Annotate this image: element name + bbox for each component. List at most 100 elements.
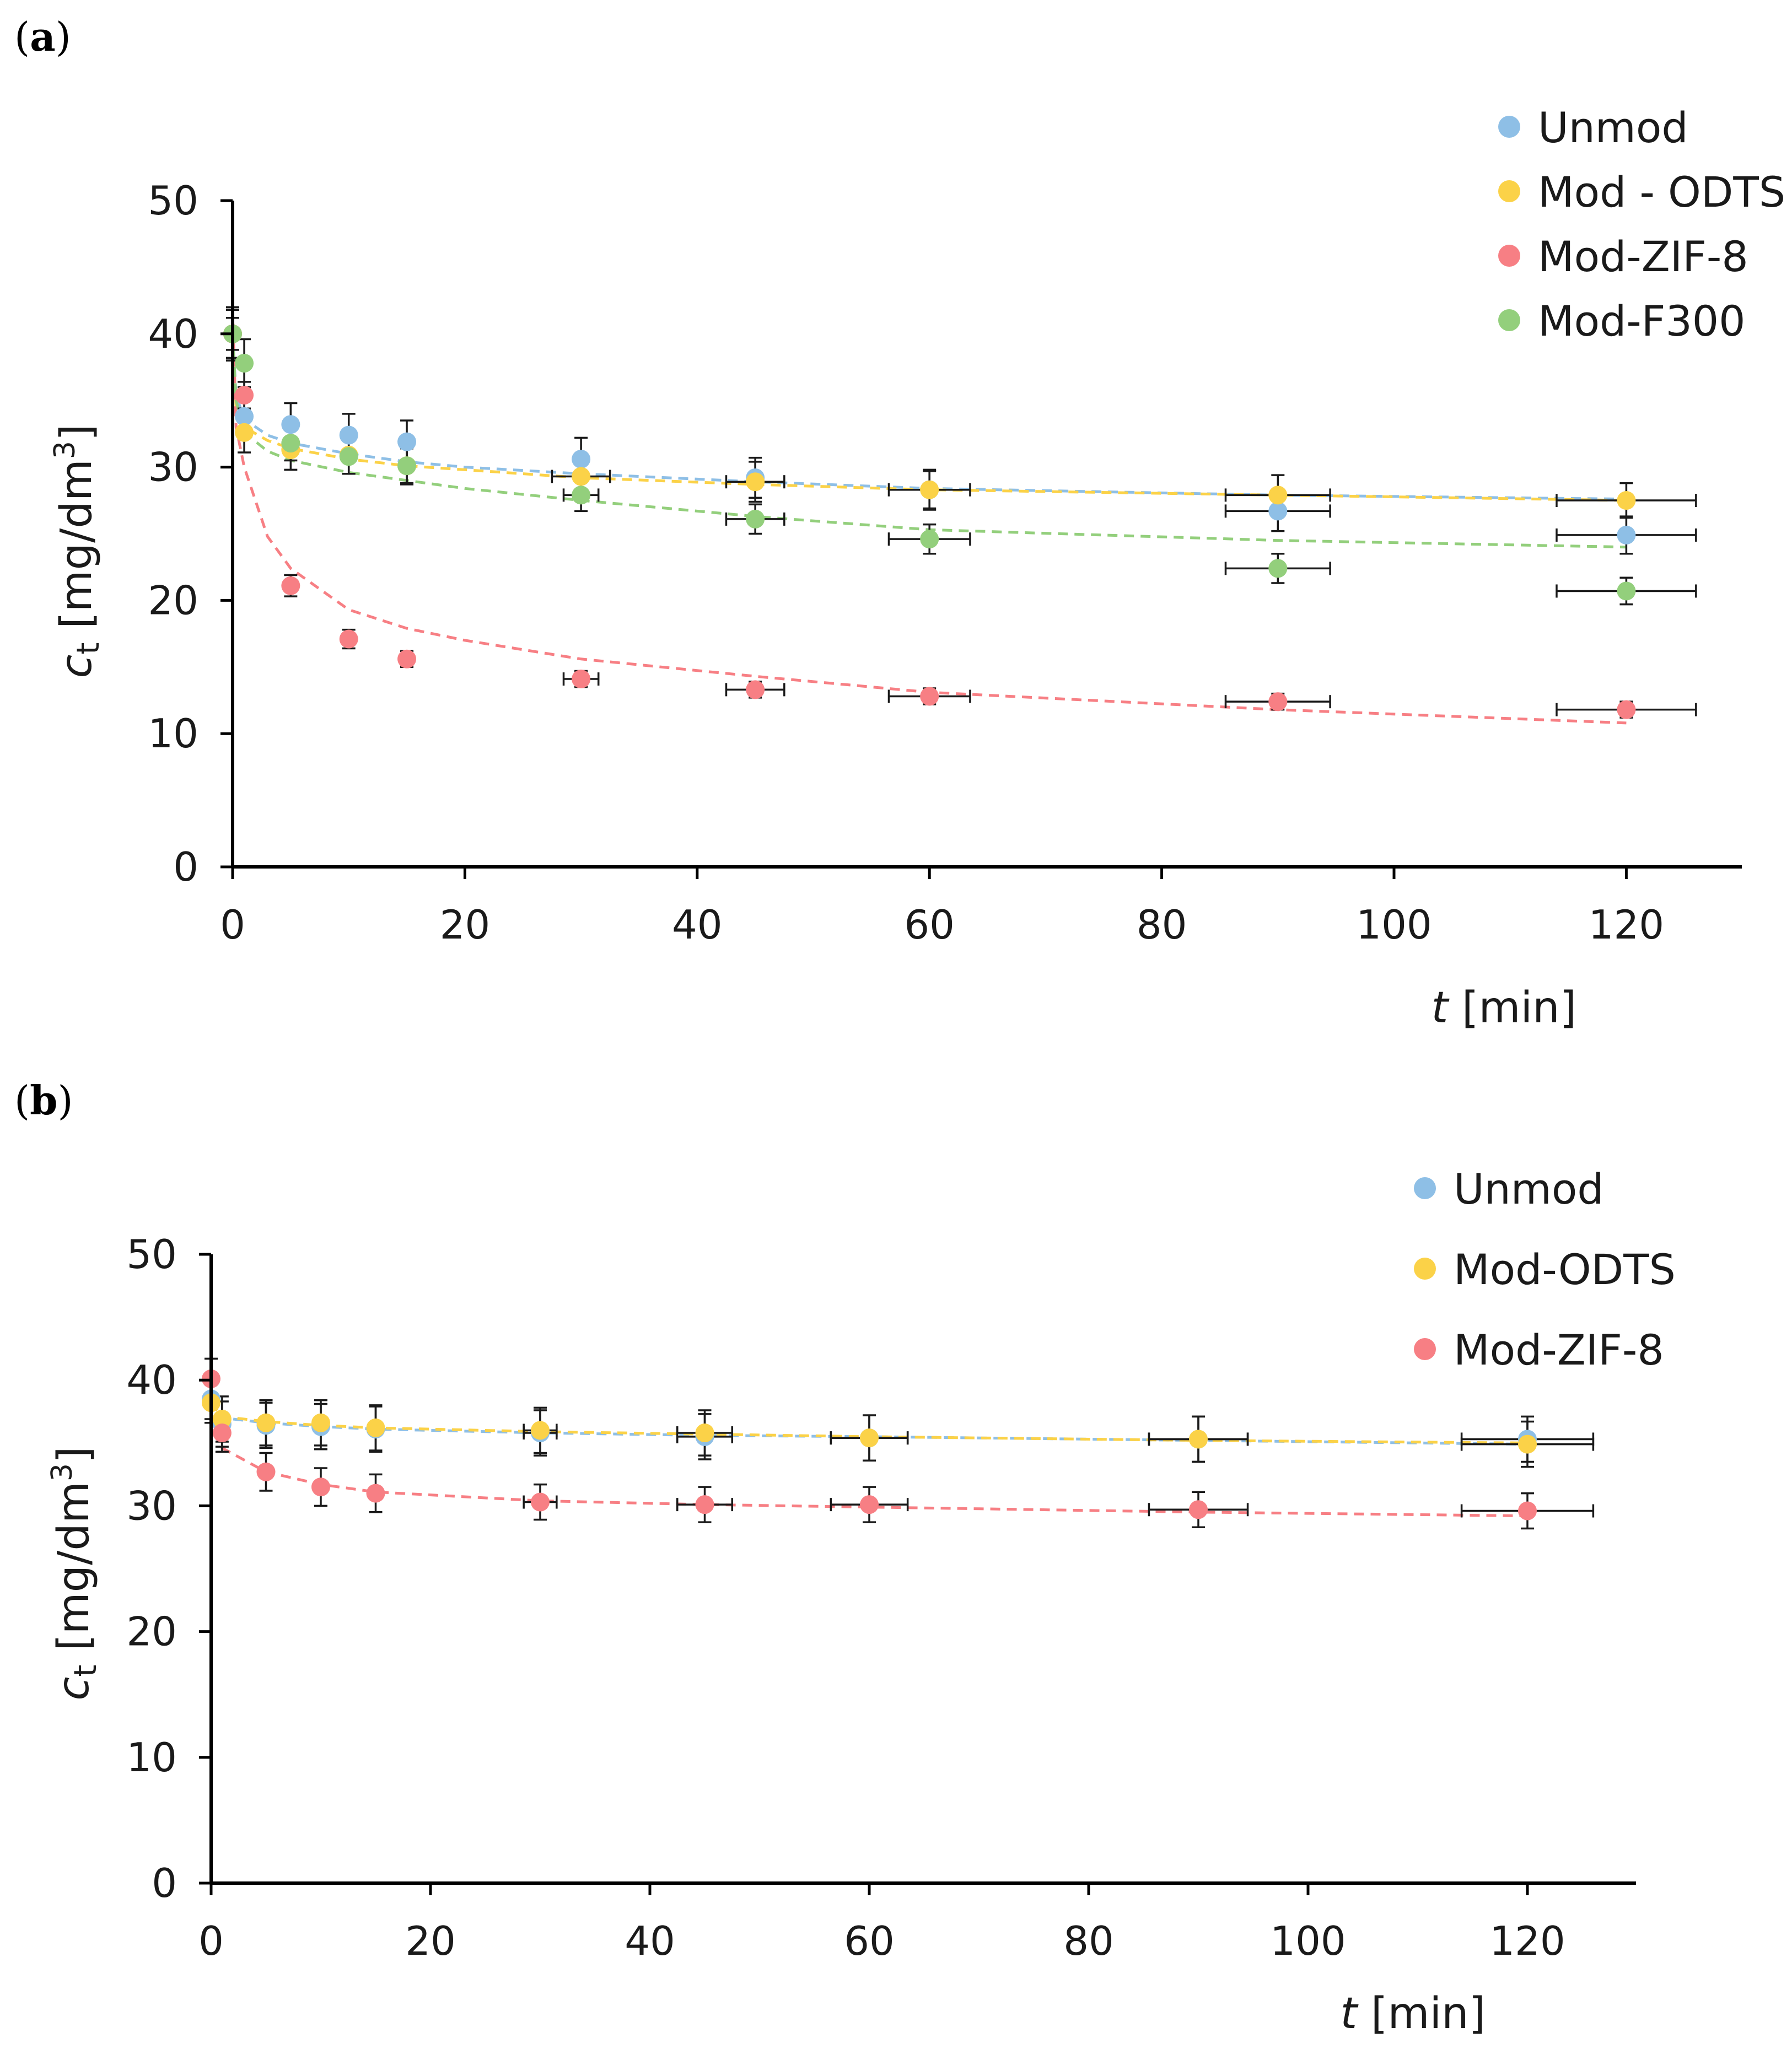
x-tick-label: 40: [672, 902, 723, 948]
x-tick-label: 20: [440, 902, 491, 948]
x-axis-title: t [min]: [1341, 1989, 1486, 2039]
legend-marker-mod-zif-8: [1414, 1338, 1436, 1360]
data-point-mod-odts: [212, 1409, 232, 1428]
x-tick-label: 60: [844, 1918, 895, 1964]
legend-marker-mod-f300: [1498, 309, 1520, 331]
data-point-mod-f300: [920, 530, 939, 549]
fit-line-mod-zif-8: [209, 1398, 1528, 1518]
data-point-mod-f300: [746, 509, 765, 529]
y-tick-label: 30: [126, 1482, 177, 1529]
data-point-mod-odts: [746, 472, 765, 492]
legend-label-mod-zif-8: Mod-ZIF-8: [1538, 232, 1748, 281]
legend-label-mod-zif-8: Mod-ZIF-8: [1454, 1325, 1664, 1374]
data-point-mod-zif-8: [695, 1495, 714, 1514]
legend-marker-mod-odts: [1498, 180, 1520, 202]
data-point-mod-odts: [1518, 1435, 1537, 1454]
data-point-mod-f300: [339, 447, 358, 466]
y-tick-label: 20: [148, 577, 198, 623]
x-tick-label: 100: [1270, 1918, 1346, 1964]
data-point-mod-odts: [860, 1428, 879, 1448]
data-point-mod-zif-8: [311, 1478, 330, 1497]
x-tick-label: 20: [405, 1918, 456, 1964]
data-point-mod-odts: [256, 1413, 276, 1432]
fit-line-mod-f300: [231, 333, 1627, 549]
data-point-mod-zif-8: [1518, 1501, 1537, 1520]
data-point-mod-zif-8: [256, 1462, 276, 1481]
data-point-mod-zif-8: [235, 386, 254, 405]
data-point-mod-zif-8: [572, 670, 591, 689]
y-axis-title: ct [mg/dm3]: [46, 1447, 104, 1701]
data-point-mod-f300: [1268, 559, 1288, 578]
data-point-mod-zif-8: [281, 576, 300, 595]
data-point-mod-odts: [1617, 491, 1636, 510]
y-tick-label: 0: [152, 1860, 177, 1906]
data-point-mod-odts: [695, 1423, 714, 1443]
y-tick-label: 10: [148, 710, 198, 757]
x-tick-label: 0: [198, 1918, 224, 1964]
data-point-mod-zif-8: [920, 687, 939, 706]
data-point-unmod: [281, 415, 300, 434]
data-point-mod-zif-8: [746, 680, 765, 699]
panel-letter: a: [30, 13, 56, 60]
legend-marker-unmod: [1498, 116, 1520, 138]
legend-label-mod-odts: Mod-ODTS: [1454, 1245, 1676, 1294]
chart-a: (a) 0 10 20 30 40 50 0 20 40 60 80 100 120 t [min] c…: [14, 13, 1785, 1033]
x-tick-label: 120: [1589, 902, 1664, 948]
x-tick-label: 120: [1489, 1918, 1565, 1964]
x-tick-label: 80: [1063, 1918, 1114, 1964]
data-point-mod-f300: [572, 486, 591, 505]
x-tick-label: 100: [1356, 902, 1432, 948]
data-point-unmod: [1617, 525, 1636, 544]
data-point-mod-odts: [572, 467, 591, 486]
y-tick-label: 30: [148, 444, 198, 490]
data-point-mod-odts: [311, 1413, 330, 1432]
data-point-mod-zif-8: [1617, 700, 1636, 719]
data-point-mod-f300: [1617, 581, 1636, 601]
y-tick-label: 20: [126, 1609, 177, 1655]
data-point-mod-f300: [397, 456, 417, 476]
data-point-mod-zif-8: [1189, 1500, 1208, 1519]
legend-label-mod-f300: Mod-F300: [1538, 296, 1746, 346]
panel-label-b: (b): [14, 1077, 73, 1124]
data-point-mod-odts: [1268, 486, 1288, 505]
data-point-mod-zif-8: [1268, 692, 1288, 711]
data-point-mod-odts: [235, 423, 254, 442]
x-tick-label: 0: [220, 902, 245, 948]
legend-label-mod-odts: Mod - ODTS: [1538, 168, 1785, 217]
data-point-mod-f300: [281, 434, 300, 453]
y-tick-label: 40: [148, 311, 198, 357]
y-tick-label: 50: [126, 1231, 177, 1277]
y-axis-title: ct [mg/dm3]: [49, 424, 106, 678]
fit-line-mod-zif-8: [231, 307, 1627, 725]
data-point-mod-zif-8: [339, 629, 358, 649]
data-point-mod-zif-8: [860, 1495, 879, 1514]
legend-label-unmod: Unmod: [1454, 1164, 1604, 1214]
data-point-mod-odts: [531, 1421, 550, 1440]
y-tick-label: 0: [173, 844, 198, 890]
panel-letter: b: [30, 1077, 57, 1124]
y-tick-label: 40: [126, 1357, 177, 1403]
data-point-mod-odts: [1189, 1430, 1208, 1449]
data-point-mod-odts: [366, 1418, 385, 1437]
data-point-unmod: [1268, 502, 1288, 521]
data-point-unmod: [572, 450, 591, 469]
fit-line-mod-odts: [210, 1401, 1528, 1444]
legend-marker-unmod: [1414, 1177, 1436, 1199]
chart-b: (b) 0 10 20 30 40 50 0 20 40 60 80 100 120 t [min] c…: [14, 1077, 1676, 2039]
data-point-unmod: [235, 407, 254, 426]
data-point-unmod: [339, 425, 358, 445]
x-tick-label: 60: [904, 902, 955, 948]
data-point-mod-zif-8: [531, 1492, 550, 1512]
x-axis-title: t [min]: [1432, 983, 1576, 1033]
legend-marker-mod-odts: [1414, 1258, 1436, 1280]
data-point-mod-f300: [235, 353, 254, 373]
data-point-mod-zif-8: [397, 649, 417, 668]
legend-label-unmod: Unmod: [1538, 103, 1688, 152]
y-tick-label: 10: [126, 1734, 177, 1781]
data-point-mod-odts: [920, 480, 939, 499]
y-tick-label: 50: [148, 177, 198, 224]
x-tick-label: 80: [1137, 902, 1187, 948]
data-point-unmod: [397, 432, 417, 451]
data-point-mod-zif-8: [366, 1484, 385, 1503]
